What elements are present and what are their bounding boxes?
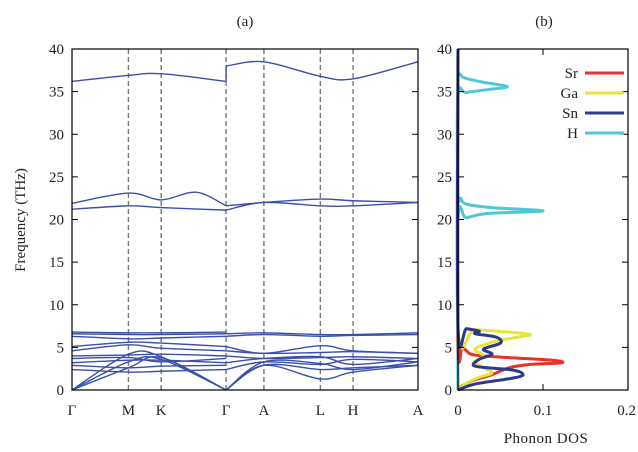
y-tick-label: 30: [49, 127, 64, 143]
y-tick-label: 0: [57, 383, 65, 399]
kpoint-label: K: [156, 403, 167, 419]
phonon-band-4: [71, 364, 227, 369]
y-tick-label: 35: [49, 85, 64, 101]
phonon-band-24: [226, 333, 419, 338]
phonon-band-16: [225, 364, 419, 391]
y-tick-label: 40: [49, 42, 64, 58]
phonon-band-8: [71, 344, 227, 352]
phonon-band-9: [71, 341, 227, 348]
phonon-band-13: [71, 205, 227, 211]
phonon-band-25: [226, 332, 419, 336]
kpoint-label: L: [316, 403, 325, 419]
phonon-band-19: [225, 358, 419, 371]
phonon-band-27: [226, 198, 419, 207]
y-tick-label: 35: [437, 85, 452, 101]
phonon-band-28: [225, 60, 419, 81]
phonon-band-20: [226, 355, 419, 366]
phonon-band-23: [225, 344, 419, 355]
phonon-band-14: [71, 191, 227, 207]
y-axis-title: Frequency (THz): [13, 168, 29, 272]
panel-a-label: (a): [237, 14, 254, 30]
kpoint-label: A: [258, 403, 269, 419]
kpoint-label: M: [122, 403, 135, 419]
y-tick-label: 20: [437, 213, 452, 229]
kpoint-label: H: [348, 403, 359, 419]
x-tick-label: 0.2: [617, 403, 636, 419]
legend-label-ga: Ga: [561, 86, 579, 102]
x-axis-title-dos: Phonon DOS: [504, 431, 589, 447]
phonon-band-10: [71, 335, 227, 340]
y-tick-label: 10: [49, 298, 64, 314]
y-tick-label: 10: [437, 298, 452, 314]
phonon-band-15: [71, 72, 227, 83]
legend-label-h: H: [567, 126, 578, 142]
phonon-band-6: [71, 356, 227, 363]
y-tick-label: 25: [437, 170, 452, 186]
band-structure-panel: 0 5 10 15 20 25 30 35 40 Γ M K Γ A L H A: [49, 42, 424, 419]
phonon-band-12: [71, 331, 227, 334]
y-tick-label: 5: [57, 340, 65, 356]
y-tick-label: 20: [49, 213, 64, 229]
phonon-band-18: [225, 359, 419, 391]
panel-b-label: (b): [535, 14, 553, 30]
phonon-band-1: [71, 356, 227, 391]
dos-series-ga: [455, 48, 532, 392]
kpoint-label: Γ: [68, 403, 77, 419]
phonon-band-21: [226, 355, 419, 360]
y-tick-label: 30: [437, 127, 452, 143]
kpoint-label: A: [413, 403, 424, 419]
y-tick-label: 15: [437, 255, 452, 271]
x-tick-label: 0: [454, 403, 462, 419]
y-tick-label: 15: [49, 255, 64, 271]
dos-axes-frame: [457, 48, 629, 391]
kpoint-label: Γ: [222, 403, 231, 419]
legend-label-sn: Sn: [562, 106, 578, 122]
x-tick-label: 0.1: [534, 403, 553, 419]
phonon-band-7: [71, 353, 227, 357]
legend-label-sr: Sr: [565, 66, 578, 82]
y-tick-label: 40: [437, 42, 452, 58]
y-tick-label: 25: [49, 170, 64, 186]
phonon-band-11: [71, 333, 227, 336]
dos-series-sn: [455, 48, 525, 392]
phonon-band-2: [71, 350, 227, 391]
phonon-dos-panel: 0 5 10 15 20 25 30 35 40 0 0.1 0.2 Sr Ga Sn H: [437, 42, 636, 419]
y-tick-label: 0: [445, 383, 453, 399]
phonon-band-3: [71, 368, 227, 373]
y-tick-label: 5: [445, 340, 453, 356]
